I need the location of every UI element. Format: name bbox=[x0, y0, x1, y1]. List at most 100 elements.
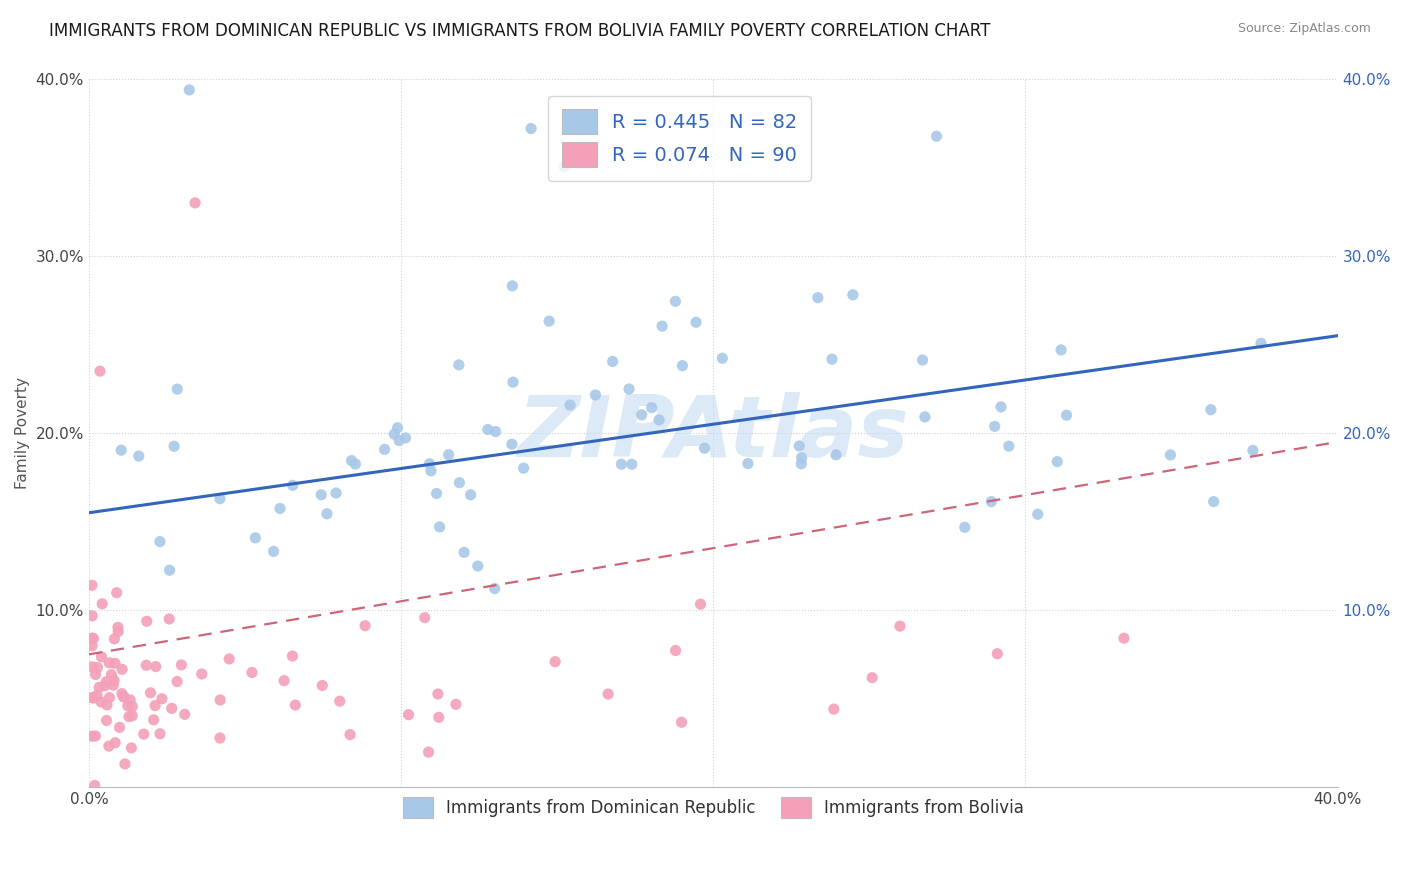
Point bbox=[553, 160, 575, 174]
Point bbox=[90, 649, 112, 664]
Point bbox=[520, 121, 543, 136]
Point bbox=[269, 501, 291, 516]
Point bbox=[112, 690, 135, 704]
Point bbox=[80, 639, 103, 653]
Point bbox=[344, 457, 367, 471]
Point bbox=[329, 694, 352, 708]
Point bbox=[1202, 494, 1225, 508]
Point bbox=[208, 491, 231, 506]
Point bbox=[598, 687, 620, 701]
Point bbox=[467, 559, 489, 574]
Point bbox=[135, 658, 157, 673]
Point bbox=[80, 729, 103, 743]
Point bbox=[426, 486, 449, 500]
Point bbox=[284, 698, 307, 712]
Point bbox=[132, 727, 155, 741]
Point bbox=[437, 448, 460, 462]
Point bbox=[911, 353, 934, 368]
Y-axis label: Family Poverty: Family Poverty bbox=[15, 377, 30, 489]
Point bbox=[142, 713, 165, 727]
Point bbox=[108, 720, 131, 734]
Point bbox=[484, 425, 506, 439]
Point bbox=[980, 494, 1002, 508]
Point bbox=[449, 475, 471, 490]
Point bbox=[80, 631, 103, 645]
Point bbox=[163, 439, 186, 453]
Point bbox=[1241, 443, 1264, 458]
Point bbox=[121, 699, 143, 714]
Point bbox=[157, 612, 180, 626]
Point bbox=[418, 745, 440, 759]
Point bbox=[209, 693, 232, 707]
Point bbox=[105, 585, 128, 599]
Point bbox=[427, 710, 450, 724]
Point bbox=[325, 486, 347, 500]
Point bbox=[420, 464, 443, 478]
Point bbox=[583, 388, 606, 402]
Point bbox=[1199, 402, 1222, 417]
Point bbox=[90, 695, 112, 709]
Point bbox=[387, 421, 409, 435]
Point bbox=[544, 655, 567, 669]
Point bbox=[460, 488, 482, 502]
Point bbox=[104, 736, 127, 750]
Point bbox=[83, 690, 105, 705]
Point bbox=[413, 610, 436, 624]
Point bbox=[240, 665, 263, 680]
Point bbox=[953, 520, 976, 534]
Point bbox=[1050, 343, 1073, 357]
Point bbox=[117, 698, 139, 713]
Point bbox=[118, 709, 141, 723]
Point bbox=[664, 294, 686, 309]
Point bbox=[925, 129, 948, 144]
Point bbox=[382, 427, 405, 442]
Point bbox=[558, 398, 581, 412]
Point bbox=[1046, 455, 1069, 469]
Point bbox=[100, 667, 122, 681]
Point bbox=[501, 437, 523, 451]
Point bbox=[388, 434, 411, 448]
Point bbox=[914, 409, 936, 424]
Point bbox=[444, 698, 467, 712]
Point bbox=[1250, 336, 1272, 351]
Point bbox=[484, 582, 506, 596]
Point bbox=[610, 457, 633, 471]
Point bbox=[823, 702, 845, 716]
Point bbox=[502, 375, 524, 389]
Point bbox=[339, 728, 361, 742]
Point bbox=[790, 457, 813, 471]
Point bbox=[374, 442, 396, 457]
Point bbox=[160, 701, 183, 715]
Point bbox=[149, 727, 172, 741]
Point bbox=[173, 707, 195, 722]
Point bbox=[737, 457, 759, 471]
Point bbox=[617, 382, 640, 396]
Point bbox=[166, 382, 188, 396]
Point bbox=[84, 729, 107, 743]
Point bbox=[83, 632, 105, 646]
Point bbox=[103, 673, 125, 688]
Point bbox=[620, 457, 643, 471]
Point bbox=[94, 674, 117, 689]
Point bbox=[104, 657, 127, 671]
Point bbox=[997, 439, 1019, 453]
Point bbox=[150, 691, 173, 706]
Point bbox=[398, 707, 420, 722]
Point bbox=[98, 656, 121, 670]
Text: Source: ZipAtlas.com: Source: ZipAtlas.com bbox=[1237, 22, 1371, 36]
Point bbox=[693, 442, 716, 456]
Point bbox=[990, 400, 1012, 414]
Point bbox=[86, 689, 108, 703]
Point bbox=[120, 693, 142, 707]
Text: ZIPAtlas: ZIPAtlas bbox=[517, 392, 910, 475]
Point bbox=[114, 756, 136, 771]
Point bbox=[112, 690, 135, 704]
Point bbox=[664, 643, 686, 657]
Point bbox=[184, 195, 207, 210]
Point bbox=[128, 449, 150, 463]
Point bbox=[821, 352, 844, 367]
Point bbox=[86, 660, 108, 674]
Point bbox=[121, 708, 143, 723]
Point bbox=[453, 545, 475, 559]
Point bbox=[860, 671, 883, 685]
